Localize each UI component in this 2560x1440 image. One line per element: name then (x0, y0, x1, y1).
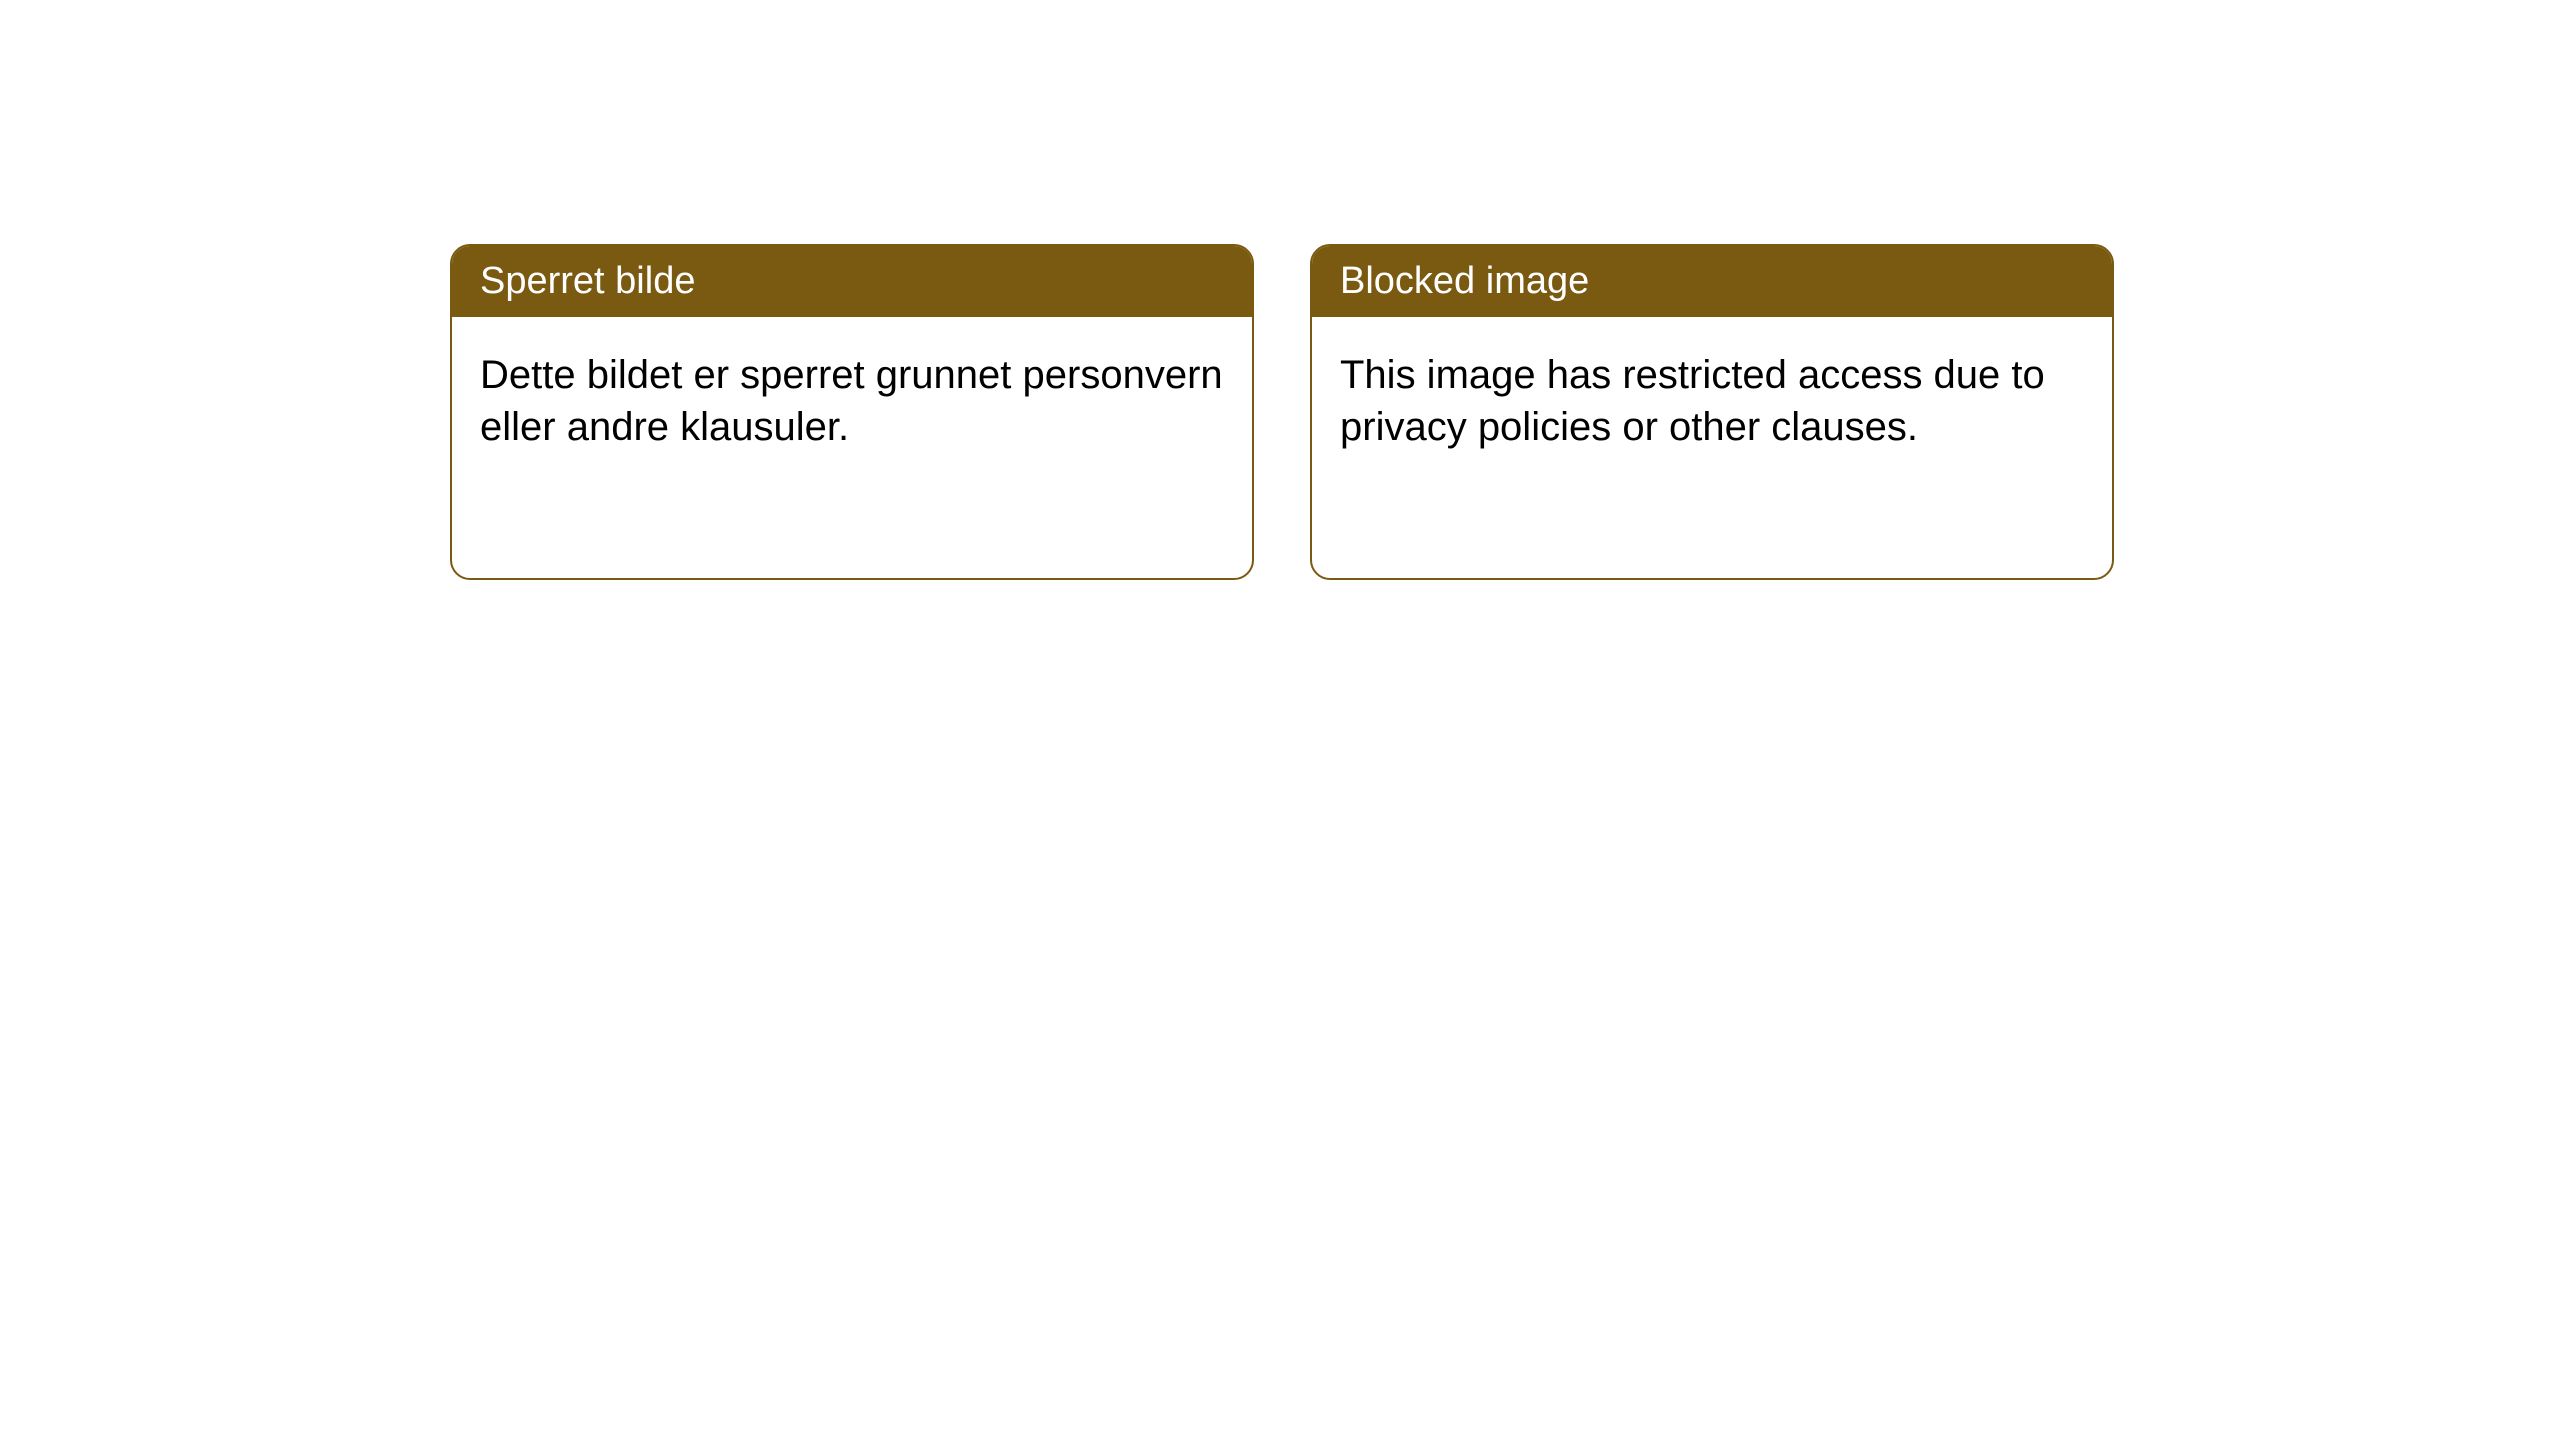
card-header: Blocked image (1312, 246, 2112, 317)
cards-container: Sperret bilde Dette bildet er sperret gr… (0, 0, 2560, 580)
blocked-image-card-no: Sperret bilde Dette bildet er sperret gr… (450, 244, 1254, 580)
card-body: This image has restricted access due to … (1312, 317, 2112, 485)
blocked-image-card-en: Blocked image This image has restricted … (1310, 244, 2114, 580)
card-header: Sperret bilde (452, 246, 1252, 317)
card-body: Dette bildet er sperret grunnet personve… (452, 317, 1252, 485)
